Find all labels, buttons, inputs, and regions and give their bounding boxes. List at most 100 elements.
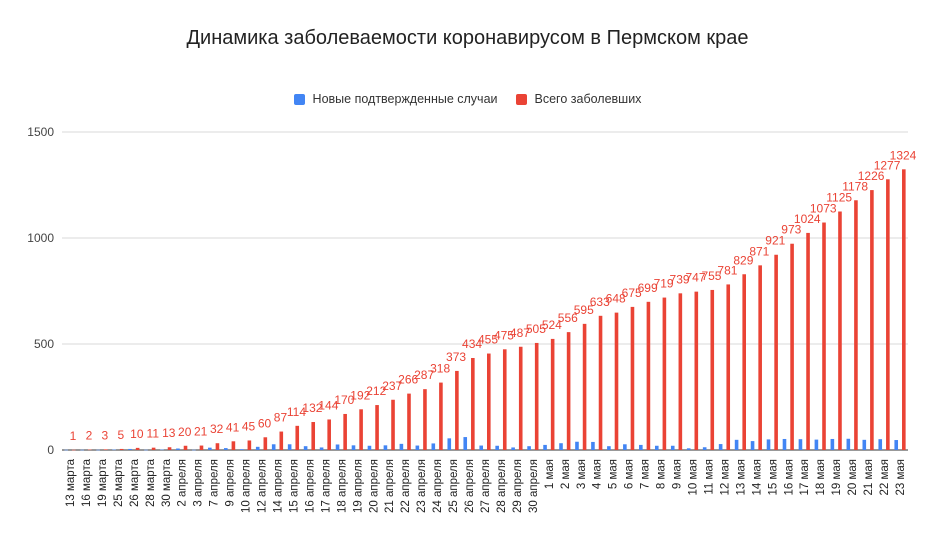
x-tick-label: 8 мая xyxy=(656,459,668,489)
bar-total-cases xyxy=(726,284,731,450)
bar-total-cases xyxy=(71,449,76,451)
bar-new-cases xyxy=(399,443,404,450)
data-label-total-cases: 32 xyxy=(210,422,224,436)
data-label-total-cases: 1 xyxy=(70,429,77,443)
x-tick-label: 18 мая xyxy=(815,459,827,496)
x-tick-label: 7 мая xyxy=(640,459,652,489)
data-label-total-cases: 266 xyxy=(398,373,418,387)
data-label-total-cases: 41 xyxy=(226,420,240,434)
bar-total-cases xyxy=(279,431,284,450)
bar-new-cases xyxy=(208,447,212,450)
bar-new-cases xyxy=(654,445,659,450)
y-tick-label: 1000 xyxy=(27,231,54,245)
data-label-total-cases: 739 xyxy=(670,272,690,286)
bar-new-cases xyxy=(878,439,883,450)
bar-total-cases xyxy=(886,179,890,450)
bar-new-cases xyxy=(128,448,132,450)
data-label-total-cases: 60 xyxy=(258,416,272,430)
bar-total-cases xyxy=(311,422,316,450)
bar-new-cases xyxy=(367,445,372,450)
bar-total-cases xyxy=(518,346,523,450)
x-tick-label: 14 апреля xyxy=(272,459,284,513)
bar-total-cases xyxy=(614,312,619,450)
bar-total-cases xyxy=(183,445,188,450)
bar-total-cases xyxy=(678,293,683,450)
x-tick-label: 2 мая xyxy=(560,459,572,489)
x-tick-label: 15 мая xyxy=(767,459,779,496)
x-tick-label: 28 апреля xyxy=(496,459,508,513)
bar-new-cases xyxy=(527,446,531,450)
data-label-total-cases: 1226 xyxy=(858,169,885,183)
legend-item-new-cases: Новые подтвержденные случаи xyxy=(293,92,498,106)
bar-new-cases xyxy=(702,447,707,450)
bar-new-cases xyxy=(670,445,675,450)
bar-total-cases xyxy=(119,448,124,450)
data-label-total-cases: 595 xyxy=(574,303,594,317)
bar-new-cases xyxy=(64,449,68,451)
x-tick-label: 25 апреля xyxy=(448,459,460,513)
data-label-total-cases: 373 xyxy=(446,350,466,364)
bar-total-cases xyxy=(327,419,331,450)
x-tick-label: 3 мая xyxy=(576,459,588,489)
data-label-total-cases: 3 xyxy=(102,428,109,442)
bar-total-cases xyxy=(423,389,427,450)
data-label-total-cases: 318 xyxy=(430,362,450,376)
bar-total-cases xyxy=(566,332,571,450)
x-tick-label: 2 апреля xyxy=(177,459,189,507)
bar-new-cases xyxy=(255,446,260,450)
x-tick-label: 26 марта xyxy=(129,458,141,507)
bar-new-cases xyxy=(718,444,723,450)
bar-new-cases xyxy=(559,443,563,450)
bar-new-cases xyxy=(319,447,324,450)
bar-new-cases xyxy=(639,444,643,450)
bar-total-cases xyxy=(758,265,762,450)
x-tick-label: 30 апреля xyxy=(528,459,540,513)
data-label-total-cases: 45 xyxy=(242,419,256,433)
bar-total-cases xyxy=(534,342,539,450)
x-tick-label: 4 мая xyxy=(592,459,604,489)
bar-total-cases xyxy=(231,441,236,450)
bar-new-cases xyxy=(798,439,803,450)
bar-total-cases xyxy=(790,243,794,450)
bar-new-cases xyxy=(160,449,164,451)
bar-new-cases xyxy=(176,448,180,450)
bar-new-cases xyxy=(862,439,867,450)
x-tick-label: 1 мая xyxy=(544,459,556,489)
bar-total-cases xyxy=(455,370,459,450)
legend-label-new-cases: Новые подтвержденные случаи xyxy=(312,92,498,106)
data-label-total-cases: 144 xyxy=(318,398,338,412)
bar-new-cases xyxy=(543,444,547,450)
bar-total-cases xyxy=(471,357,475,450)
y-tick-label: 500 xyxy=(34,337,54,351)
x-tick-label: 21 апреля xyxy=(384,459,396,513)
x-tick-label: 13 мая xyxy=(735,459,747,496)
data-label-total-cases: 633 xyxy=(590,295,610,309)
bar-total-cases xyxy=(407,393,411,450)
x-tick-label: 19 марта xyxy=(97,458,109,507)
x-tick-label: 20 мая xyxy=(847,459,859,496)
x-tick-label: 10 апреля xyxy=(241,459,253,513)
bar-new-cases xyxy=(814,439,819,450)
bar-total-cases xyxy=(215,443,220,450)
x-tick-label: 19 мая xyxy=(831,459,843,496)
x-tick-label: 19 апреля xyxy=(352,459,364,513)
x-tick-label: 15 апреля xyxy=(288,459,300,513)
data-label-total-cases: 921 xyxy=(765,234,785,248)
bar-new-cases xyxy=(623,444,627,450)
data-label-total-cases: 524 xyxy=(542,318,562,332)
bar-total-cases xyxy=(87,449,92,451)
data-label-total-cases: 2 xyxy=(86,429,93,443)
data-label-total-cases: 487 xyxy=(510,326,530,340)
bar-new-cases xyxy=(351,445,356,450)
bar-new-cases xyxy=(846,438,851,450)
data-label-total-cases: 5 xyxy=(118,428,125,442)
x-tick-label: 26 апреля xyxy=(464,459,476,513)
bar-total-cases xyxy=(247,440,252,450)
bar-new-cases xyxy=(591,441,595,450)
bar-new-cases xyxy=(750,441,755,450)
data-label-total-cases: 114 xyxy=(287,405,306,419)
bar-total-cases xyxy=(662,297,667,450)
bar-total-cases xyxy=(343,413,347,450)
x-tick-label: 14 мая xyxy=(751,459,763,496)
x-tick-label: 17 мая xyxy=(799,459,811,496)
